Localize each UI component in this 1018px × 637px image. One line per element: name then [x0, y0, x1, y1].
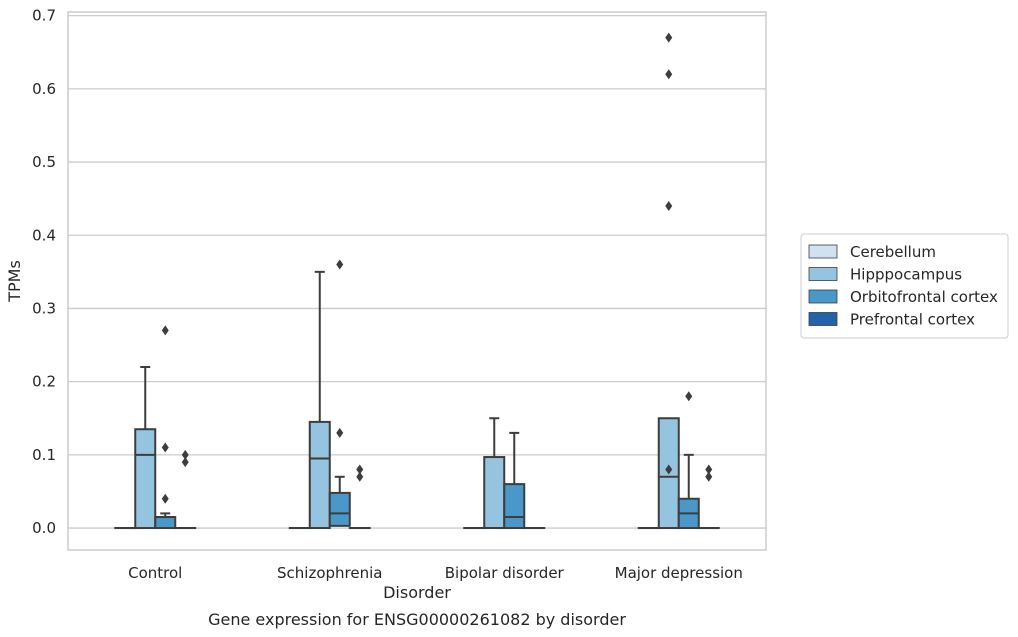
- box-plot-element: [677, 391, 700, 530]
- legend-label: Hipppocampus: [850, 266, 962, 284]
- y-tick-label: 0.5: [32, 153, 56, 171]
- y-axis-label: TPMs: [5, 260, 24, 303]
- chart-title: Gene expression for ENSG00000261082 by d…: [208, 610, 626, 629]
- outlier-point: [336, 427, 344, 438]
- y-tick-label: 0.7: [32, 7, 56, 25]
- outlier-point: [665, 69, 673, 80]
- y-tick-label: 0.3: [32, 299, 56, 317]
- y-axis-ticks: 0.0 0.1 0.2 0.3 0.4 0.5 0.6 0.7: [32, 7, 56, 537]
- x-axis-ticks: Control Schizophrenia Bipolar disorder Majo…: [128, 564, 743, 582]
- box-plot-element: [697, 464, 720, 530]
- y-tick-label: 0.6: [32, 80, 56, 98]
- box-plot-element: [174, 449, 197, 530]
- box-plot-element: [134, 366, 157, 530]
- y-tick-label: 0.4: [32, 226, 56, 244]
- outlier-point: [181, 457, 189, 468]
- outlier-point: [665, 464, 673, 475]
- outlier-point: [665, 200, 673, 211]
- outlier-point: [665, 32, 673, 43]
- box-plot-element: [328, 259, 351, 527]
- legend-swatch: [808, 289, 838, 304]
- outlier-point: [181, 449, 189, 460]
- legend-frame: [800, 233, 1009, 339]
- y-tick-label: 0.2: [32, 373, 56, 391]
- outlier-point: [356, 471, 364, 482]
- box-iqr: [308, 420, 331, 530]
- outlier-point: [685, 391, 693, 402]
- outlier-point: [336, 259, 344, 270]
- x-tick-label: Major depression: [615, 564, 743, 582]
- y-tick-label: 0.1: [32, 446, 56, 464]
- outlier-point: [356, 464, 364, 475]
- box-iqr: [328, 491, 351, 527]
- x-tick-label: Control: [128, 564, 182, 582]
- legend-swatch: [808, 312, 838, 326]
- box-plot-element: [308, 270, 331, 530]
- outlier-point: [161, 325, 169, 336]
- legend-label: Prefrontal cortex: [850, 311, 975, 329]
- box-iqr: [154, 516, 177, 530]
- x-tick-label: Schizophrenia: [277, 564, 382, 582]
- box-iqr: [134, 428, 157, 530]
- outlier-point: [705, 464, 713, 475]
- outlier-point: [705, 471, 713, 482]
- legend-swatch: [808, 244, 838, 259]
- y-tick-label: 0.0: [32, 519, 56, 537]
- box-iqr: [483, 456, 506, 530]
- box-plot-element: [154, 325, 177, 530]
- legend-swatch: [808, 267, 838, 281]
- box-plot-element: [503, 431, 526, 530]
- box-plot-marks: [114, 32, 720, 530]
- outlier-point: [161, 442, 169, 453]
- box-plot-element: [657, 32, 680, 530]
- box-iqr: [503, 483, 526, 530]
- legend-label: Cerebellum: [850, 243, 936, 261]
- box-plot-element: [348, 464, 371, 530]
- x-axis-label: Disorder: [383, 583, 451, 602]
- legend-label: Orbitofrontal cortex: [850, 288, 998, 306]
- x-tick-label: Bipolar disorder: [445, 564, 565, 582]
- plot-area-frame: [67, 11, 767, 551]
- outlier-point: [161, 493, 169, 504]
- legend: Cerebellum Hipppocampus Orbitofrontal cort…: [800, 233, 1009, 339]
